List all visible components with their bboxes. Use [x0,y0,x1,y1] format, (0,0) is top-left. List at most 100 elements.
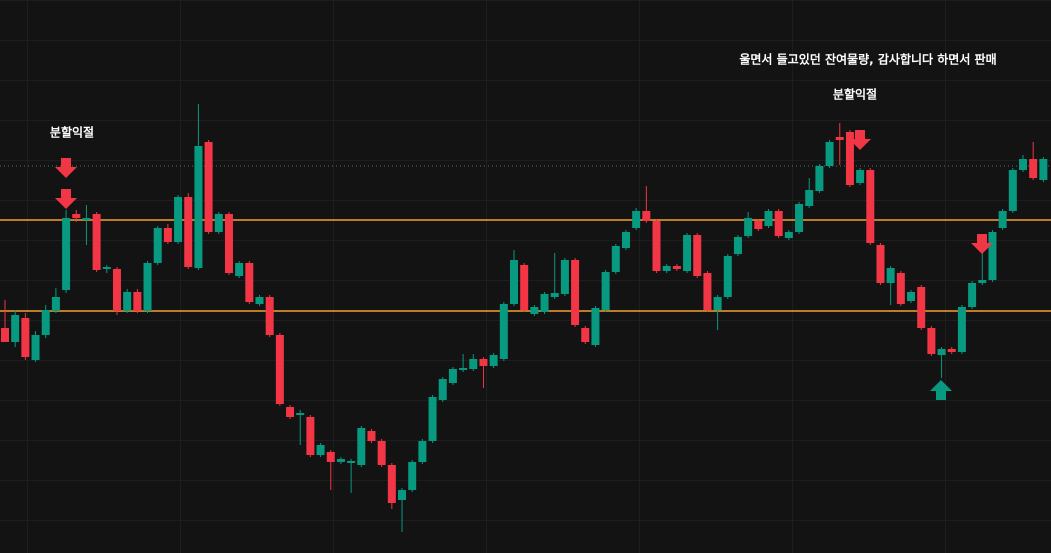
candle-body [336,459,345,462]
candle-body [255,297,264,304]
candle-body [102,267,111,269]
candle-body [805,190,814,206]
sell-arrow [55,189,77,209]
candle-body [235,263,244,276]
candle-body [275,335,284,404]
candle-body [907,292,916,301]
candle-body [774,211,783,236]
candle-body [621,232,630,248]
candle-body [652,221,661,271]
candle-body [795,204,804,232]
candle-body [1039,159,1048,180]
candle-body [82,218,91,220]
candle-body [866,170,875,243]
candle-body [672,266,681,269]
candle-body [31,335,40,360]
candle-body [937,349,946,355]
candle-body [825,142,834,166]
candle-body [347,461,356,463]
candle-body [21,318,30,357]
candle-body [41,310,50,335]
candle-body [1008,170,1017,211]
candle-body [784,232,793,238]
candle-body [184,197,193,267]
candle-body [1029,159,1038,178]
candle-body [754,221,763,229]
candle-body [998,211,1007,228]
candle-body [856,170,865,183]
sell-arrow [55,158,77,178]
candle-body [815,166,824,191]
annotation: 분할익절 [50,125,94,140]
buy-arrow [930,380,952,400]
candle-body [418,441,427,462]
candle-body [163,228,172,242]
candle-body [204,142,213,232]
candle-body [479,359,488,366]
candle-body [377,441,386,465]
candle-body [62,218,71,290]
candle-body [968,283,977,307]
candle-body [448,369,457,383]
candle-body [917,287,926,328]
candle-body [143,263,152,311]
candle-body [459,368,468,370]
candle-body [123,292,132,311]
candle-body [520,265,529,310]
candle-body [611,246,620,272]
candle-body [153,228,162,263]
candle-body [398,490,407,500]
candle-body [550,293,559,297]
candle-body [387,465,396,503]
annotation: 분할익절 [833,87,877,102]
candle-body [703,273,712,310]
candle-body [560,260,569,294]
candle-body [367,431,376,441]
candle-body [683,235,692,271]
candle-body [540,294,549,312]
candle-body [978,280,987,283]
candle-body [306,417,315,455]
candle-body [723,256,732,297]
candle-body [764,211,773,226]
signal-arrows [55,130,993,400]
candle-body [662,266,671,271]
candle-body [713,297,722,310]
candles [1,104,1048,532]
candle-body [112,269,121,311]
candle-body [581,328,590,342]
candle-body [469,359,478,369]
candle-body [316,445,325,455]
sell-arrow [971,234,993,254]
candle-body [1,328,9,342]
candle-body [693,235,702,276]
candle-body [499,304,508,359]
candle-body [214,214,223,232]
candle-body [530,307,539,314]
candle-body [632,211,641,228]
candle-body [133,292,142,311]
candle-body [265,297,274,335]
candle-body [591,308,600,345]
candle-body [489,355,498,366]
candle-body [357,428,366,465]
candle-body [408,462,417,490]
candle-body [245,263,254,302]
candle-body [438,379,447,400]
candle-body [845,132,854,185]
candle-body [947,349,956,352]
candle-body [733,237,742,254]
candle-body [886,268,895,283]
annotations: 분할익절 분할익절 울면서 들고있던 잔여물량, 감사합니다 하면서 판매 [50,52,997,140]
candle-body [296,413,305,415]
candle-body [286,407,295,417]
candle-body [571,260,580,325]
candle-body [428,397,437,441]
sell-arrow [849,130,871,150]
candle-body [174,197,183,242]
candle-body [72,214,81,218]
candle-body [876,245,885,283]
candle-body [11,315,20,342]
candle-body [642,211,651,221]
